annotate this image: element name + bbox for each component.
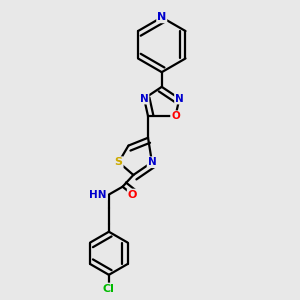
Text: Cl: Cl: [103, 284, 115, 293]
Text: N: N: [157, 12, 167, 22]
Text: N: N: [140, 94, 148, 103]
Text: HN: HN: [89, 190, 107, 200]
Text: N: N: [175, 94, 184, 103]
Text: N: N: [148, 157, 156, 167]
Text: O: O: [128, 190, 137, 200]
Text: O: O: [171, 111, 180, 121]
Text: S: S: [115, 157, 123, 167]
